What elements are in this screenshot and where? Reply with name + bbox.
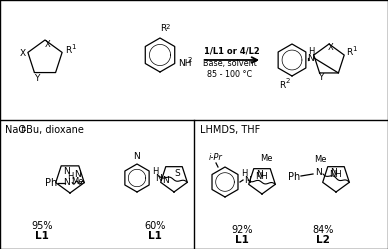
Text: 2: 2	[166, 24, 170, 30]
Text: NH: NH	[178, 59, 192, 67]
Text: 95%: 95%	[31, 221, 53, 231]
Text: 1: 1	[71, 44, 76, 50]
Text: 2: 2	[286, 78, 290, 84]
Text: N: N	[64, 178, 70, 187]
Text: Me: Me	[260, 154, 272, 163]
Text: NH: NH	[329, 170, 342, 179]
Text: Me: Me	[314, 155, 326, 164]
Text: H: H	[308, 47, 314, 56]
Text: X: X	[20, 49, 26, 58]
Text: R: R	[160, 24, 166, 33]
Text: H: H	[67, 172, 73, 181]
Text: N: N	[330, 168, 336, 177]
Text: 1/L1 or 4/L2: 1/L1 or 4/L2	[204, 47, 260, 56]
Text: H: H	[241, 169, 247, 178]
Text: Y: Y	[318, 73, 324, 82]
Text: 92%: 92%	[231, 225, 253, 235]
Text: H: H	[152, 167, 158, 176]
Text: 1: 1	[352, 46, 357, 52]
Text: NaO: NaO	[5, 125, 26, 135]
Text: 2: 2	[188, 57, 192, 63]
Text: X: X	[45, 40, 51, 49]
Text: N: N	[162, 176, 168, 185]
Text: N: N	[63, 167, 70, 176]
Text: Me: Me	[71, 177, 84, 186]
Text: N: N	[244, 176, 251, 185]
Text: i-Pr: i-Pr	[209, 153, 223, 162]
Text: Ph: Ph	[288, 172, 300, 182]
Text: L1: L1	[235, 235, 249, 245]
Text: L2: L2	[316, 235, 330, 245]
Text: S: S	[175, 169, 180, 178]
Text: X: X	[328, 43, 334, 52]
Text: t: t	[20, 125, 24, 135]
Text: L1: L1	[148, 231, 162, 241]
Text: N: N	[315, 168, 321, 177]
Text: L1: L1	[35, 231, 49, 241]
Text: Y: Y	[34, 74, 40, 83]
Text: 60%: 60%	[144, 221, 166, 231]
Text: N: N	[133, 152, 140, 161]
Text: N: N	[74, 170, 81, 179]
Text: R: R	[65, 46, 71, 55]
Text: 84%: 84%	[312, 225, 334, 235]
Text: NH: NH	[255, 172, 268, 181]
Text: R: R	[279, 81, 285, 90]
Text: N: N	[155, 174, 162, 183]
Text: N: N	[256, 170, 263, 179]
Text: R: R	[346, 48, 352, 57]
Text: 85 - 100 °C: 85 - 100 °C	[208, 69, 253, 78]
Text: Ph: Ph	[45, 178, 57, 188]
Text: N: N	[308, 54, 314, 62]
Text: LHMDS, THF: LHMDS, THF	[200, 125, 260, 135]
Text: -Bu, dioxane: -Bu, dioxane	[23, 125, 84, 135]
Text: Base, solvent: Base, solvent	[203, 59, 257, 67]
